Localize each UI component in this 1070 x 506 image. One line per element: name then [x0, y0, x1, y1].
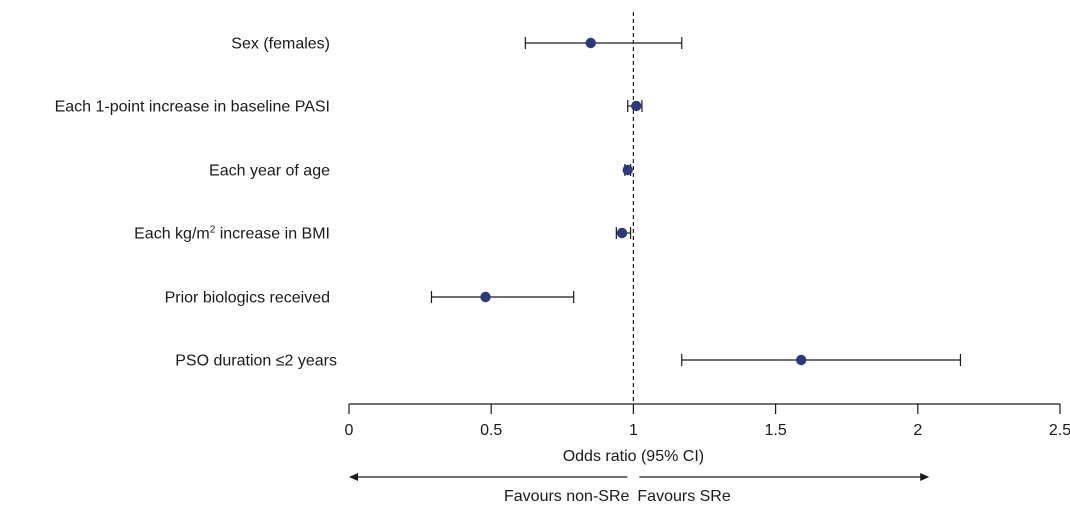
x-tick-label: 0.5	[480, 422, 502, 439]
x-tick-label: 2	[913, 422, 922, 439]
x-tick-label: 1	[629, 422, 638, 439]
favours-left-label: Favours non-SRe	[504, 488, 629, 505]
row-labels: Sex (females) Each 1-point increase in ba…	[55, 36, 337, 370]
odds-ratio-point	[616, 227, 628, 239]
favours-right-arrowhead	[920, 473, 930, 481]
odds-ratio-point	[480, 291, 491, 303]
row-label: Each year of age	[209, 163, 330, 180]
row-label: Each 1-point increase in baseline PASI	[55, 99, 330, 116]
odds-ratio-point	[622, 164, 633, 176]
row-label: Sex (females)	[231, 36, 330, 53]
row-label: PSO duration ≤2 years	[175, 353, 337, 370]
x-tick-label: 1.5	[764, 422, 786, 439]
row-label-superscript: 2	[210, 225, 216, 236]
favours-left-arrowhead	[349, 473, 358, 481]
estimate-row	[615, 227, 632, 239]
favours-right-label: Favours SRe	[637, 488, 730, 505]
estimates-group	[430, 37, 962, 366]
x-tick-label: 2.5	[1049, 422, 1070, 439]
odds-ratio-point	[585, 37, 596, 49]
estimate-row	[524, 37, 683, 49]
x-axis-title: Odds ratio (95% CI)	[563, 448, 704, 465]
row-label: Prior biologics received	[165, 290, 330, 307]
x-tick-label: 0	[345, 422, 354, 439]
row-label-part: Each 1-point increase in baseline PASI	[55, 99, 330, 116]
estimate-row	[681, 354, 962, 366]
estimate-row	[622, 164, 633, 176]
estimate-row	[430, 291, 575, 303]
odds-ratio-point	[631, 100, 642, 112]
row-label: Each kg/m2 increase in BMI	[134, 225, 330, 243]
estimate-row	[627, 100, 643, 112]
row-label-part: Each kg/m	[134, 226, 210, 243]
x-axis: 0 0.5 1 1.5 2 2.5	[345, 403, 1070, 439]
odds-ratio-point	[795, 354, 807, 366]
favours-arrows: Favours non-SRe Favours SRe	[349, 473, 930, 505]
row-label-part: increase in BMI	[215, 226, 330, 243]
